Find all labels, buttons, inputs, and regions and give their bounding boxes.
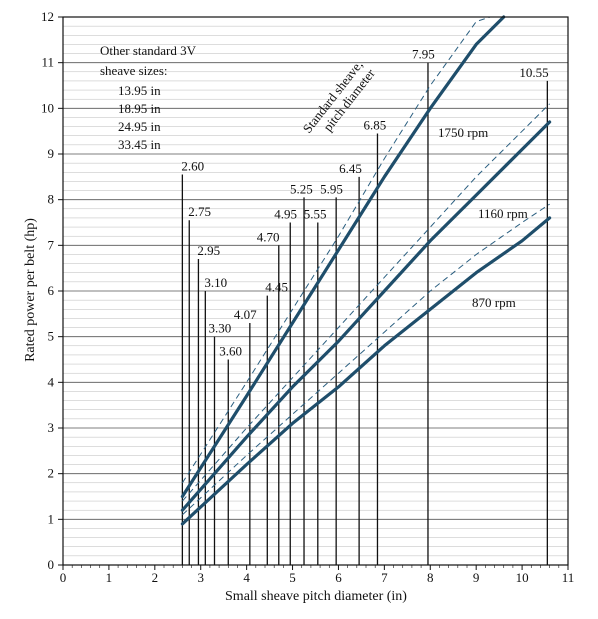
sheave-label: 3.60 <box>219 344 242 359</box>
rpm-curve <box>180 216 552 526</box>
x-tick-label: 11 <box>562 570 575 585</box>
other-sizes-line: sheave sizes: <box>100 63 168 78</box>
x-tick-label: 10 <box>516 570 529 585</box>
x-tick-label: 7 <box>381 570 388 585</box>
x-axis-label: Small sheave pitch diameter (in) <box>225 589 407 604</box>
y-tick-label: 3 <box>48 420 55 435</box>
x-tick-label: 8 <box>427 570 434 585</box>
x-tick-label: 5 <box>289 570 296 585</box>
sheave-label: 7.95 <box>412 47 435 62</box>
sheave-label: 3.10 <box>204 275 227 290</box>
other-sizes-line: 33.45 in <box>118 137 161 152</box>
y-tick-label: 9 <box>48 146 55 161</box>
y-tick-label: 6 <box>48 283 55 298</box>
series-label: 1160 rpm <box>478 206 528 221</box>
y-tick-label: 10 <box>41 100 54 115</box>
sheave-label: 5.95 <box>320 181 343 196</box>
sheave-label: 4.95 <box>274 207 297 222</box>
x-tick-label: 9 <box>473 570 480 585</box>
other-sizes-line: 18.95 in <box>118 101 161 116</box>
other-sizes-line: 13.95 in <box>118 83 161 98</box>
x-tick-label: 0 <box>60 570 67 585</box>
sheave-label: 5.25 <box>290 181 313 196</box>
other-sizes-line: 24.95 in <box>118 119 161 134</box>
sheave-label: 6.45 <box>339 161 362 176</box>
y-tick-label: 4 <box>48 374 55 389</box>
y-tick-label: 12 <box>41 9 54 24</box>
x-tick-label: 4 <box>243 570 250 585</box>
labels: 2.60 2.75 2.95 3.10 3.30 3.60 4.07 4.45 4.70 4.95… <box>181 47 548 359</box>
sheave-label: 6.85 <box>363 117 386 132</box>
grid <box>63 25 568 557</box>
sheave-label: 5.55 <box>304 207 327 222</box>
y-axis-label: Rated power per belt (hp) <box>23 218 38 362</box>
y-tick-label: 0 <box>48 557 55 572</box>
dashed-curves <box>181 16 550 516</box>
series-label: 870 rpm <box>472 295 516 310</box>
y-tick-label: 2 <box>48 466 55 481</box>
dashed-curve <box>182 203 550 516</box>
sheave-label: 4.45 <box>265 280 288 295</box>
sheave-label: 2.60 <box>181 159 204 174</box>
y-tick-label: 7 <box>48 237 55 252</box>
x-tick-label: 6 <box>335 570 342 585</box>
series-label: 1750 rpm <box>438 125 488 140</box>
y-tick-label: 5 <box>48 329 55 344</box>
sheave-label: 3.30 <box>209 321 232 336</box>
sheave-label: 2.75 <box>188 204 211 219</box>
rpm-curves <box>180 15 552 526</box>
y-tick-label: 8 <box>48 192 55 207</box>
sheave-label: 10.55 <box>519 65 548 80</box>
sheave-label: 4.07 <box>234 307 257 322</box>
x-tick-label: 3 <box>197 570 204 585</box>
sheave-label: 2.95 <box>197 243 220 258</box>
dashed-curve <box>182 103 550 502</box>
other-sizes-line: Other standard 3V <box>100 43 197 58</box>
rpm-curve <box>180 15 506 499</box>
x-tick-label: 2 <box>152 570 159 585</box>
sheave-lines <box>181 62 548 565</box>
x-tick-label: 1 <box>106 570 113 585</box>
rpm-curve <box>180 120 552 512</box>
other-sizes-note: Other standard 3V sheave sizes: 13.95 in… <box>100 43 197 152</box>
y-tick-label: 1 <box>48 511 55 526</box>
sheave-label: 4.70 <box>257 229 280 244</box>
dashed-curve <box>181 16 491 484</box>
y-tick-label: 11 <box>41 55 54 70</box>
